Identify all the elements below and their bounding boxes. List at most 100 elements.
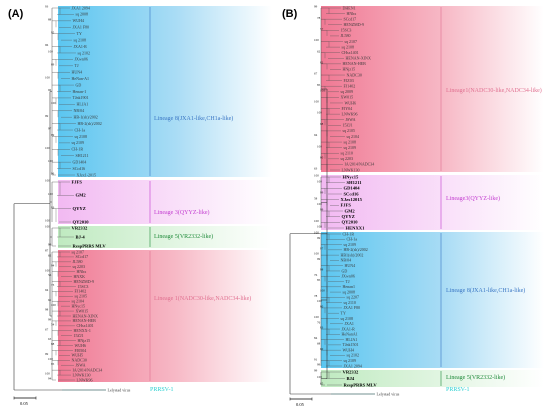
leaf-label: 15ZJ1 — [74, 333, 84, 338]
bootstrap-value: 100 — [48, 50, 53, 54]
leaf-label: VR2332 — [72, 225, 89, 230]
lineage-label-prrsv1: PRRSV-1 — [446, 387, 469, 393]
leaf-label: Lelystad virus — [108, 387, 131, 392]
bootstrap-value: 98 — [45, 308, 49, 312]
bootstrap-value: 96 — [48, 88, 52, 92]
leaf-label: sq 2109 — [344, 358, 357, 363]
panel-label-a: (A) — [8, 8, 24, 20]
leaf-label: HB-2(sh)/2002 — [78, 121, 102, 126]
leaf-label: VR2332 — [343, 369, 360, 374]
leaf-label: sq 2104 — [347, 134, 360, 139]
lineage-label-lin5: Lineage 5(VR2332-like) — [446, 374, 505, 381]
bootstrap-value: 100 — [317, 225, 322, 229]
bootstrap-value: 100 — [314, 100, 319, 104]
lineage-band-lin1 — [321, 6, 544, 172]
leaf-label: sq 2102 — [347, 353, 360, 358]
leaf-label: NADC30 — [72, 358, 87, 363]
bootstrap-value: 100 — [48, 159, 53, 163]
bootstrap-value: 60 — [320, 347, 324, 351]
leaf-label: SH1211 — [347, 180, 363, 185]
bootstrap-value: 91 — [314, 357, 318, 361]
bootstrap-value: 100 — [317, 299, 322, 303]
bootstrap-value: 84 — [314, 336, 318, 340]
leaf-label: CH-1R — [343, 231, 355, 236]
leaf-label: JXA1 2094 — [72, 5, 90, 10]
bootstrap-value: 100 — [48, 357, 53, 361]
bootstrap-value: 99 — [317, 236, 321, 240]
bootstrap-value: 99 — [45, 352, 49, 356]
leaf-label: SCcd17 — [344, 16, 357, 21]
lineage-band-lin8 — [58, 6, 272, 177]
leaf-label: IA/2014/NADC34 — [73, 367, 103, 372]
leaf-label: sq 2203 — [73, 264, 86, 269]
leaf-label: TY — [341, 311, 346, 316]
leaf-label: QYYZ — [73, 206, 86, 211]
bootstrap-value: 100 — [45, 146, 50, 150]
leaf-label: LNWK130 — [342, 167, 360, 172]
lineage-label-lin1: Lineage1(NADC30-like,NADC34-like) — [446, 87, 542, 94]
leaf-label: JSWA — [346, 117, 356, 122]
leaf-label: CH-1a — [75, 127, 86, 132]
leaf-label: CHsx1401 — [342, 50, 359, 55]
leaf-label: HNyc15 — [72, 303, 86, 308]
leaf-label: TY — [77, 31, 82, 36]
bootstrap-value: 94 — [51, 263, 55, 267]
leaf-label: 15SC3 — [341, 28, 352, 33]
leaf-label: sq 2110 — [341, 151, 353, 156]
bootstrap-value: 67 — [45, 327, 49, 331]
bootstrap-value: 95 — [51, 30, 55, 34]
bootstrap-value: 94 — [48, 377, 52, 381]
leaf-label: SCcd17 — [76, 254, 89, 259]
leaf-label: LNWK130 — [73, 372, 91, 377]
leaf-label: XJzx12015 — [341, 197, 363, 202]
leaf-label: sq 2108 — [344, 139, 357, 144]
leaf-label: WUH6 — [345, 100, 357, 105]
leaf-label: NB/04 — [341, 258, 352, 263]
leaf-label: SH1211 — [76, 153, 89, 158]
bootstrap-value: 78 — [317, 16, 321, 20]
bootstrap-value: 88 — [48, 17, 52, 21]
bootstrap-value: 85 — [317, 83, 321, 87]
lineage-label-lin3: Lineage 3(QYYZ-like) — [154, 209, 209, 216]
bootstrap-value: 97 — [320, 246, 324, 250]
leaf-label: WUH6 — [75, 343, 87, 348]
leaf-label: GM2 — [345, 208, 356, 213]
leaf-label: Henan1 — [343, 284, 355, 289]
leaf-label: HeNan-A1 — [72, 76, 90, 81]
leaf-label: WUH4 — [73, 18, 85, 23]
leaf-label: JXwn06 — [342, 274, 355, 279]
bootstrap-value: 73 — [51, 283, 55, 287]
clade-lin3: HNyc15SH1211GD1404SCcd16XJzx12015FJFSGM2… — [314, 174, 365, 231]
leaf-label: LNWK96 — [342, 111, 358, 116]
leaf-label: SCcd16 — [344, 191, 360, 196]
leaf-label: sq 2108 — [342, 44, 355, 49]
leaf-label: sq 2203 — [341, 156, 354, 161]
bootstrap-value: 82 — [320, 60, 324, 64]
leaf-label: XW015 — [76, 308, 89, 313]
leaf-label: JXA1 F80 — [73, 25, 90, 30]
leaf-label: HLJA1 — [346, 337, 358, 342]
leaf-label: QY2010 — [342, 220, 359, 225]
bootstrap-value: 99 — [317, 363, 321, 367]
leaf-label: FJY04 — [342, 106, 353, 111]
leaf-label: TJ — [346, 279, 350, 284]
leaf-label: DHEN1 — [343, 5, 356, 10]
leaf-label: HB-1(sh)/2002 — [74, 114, 98, 119]
leaf-label: HUN4 — [345, 263, 356, 268]
bootstrap-value: 100 — [45, 372, 50, 376]
leaf-label: FJFS — [72, 179, 83, 184]
leaf-label: HENAN-HEB — [73, 318, 97, 323]
leaf-label: sq 2105 — [343, 128, 356, 133]
bootstrap-value: 68 — [317, 341, 321, 345]
bootstrap-value: 85 — [317, 278, 321, 282]
bootstrap-value: 100 — [45, 75, 50, 79]
bootstrap-value: 63 — [314, 167, 318, 171]
bootstrap-value: 83 — [320, 326, 324, 330]
bootstrap-value: 99 — [317, 257, 321, 261]
